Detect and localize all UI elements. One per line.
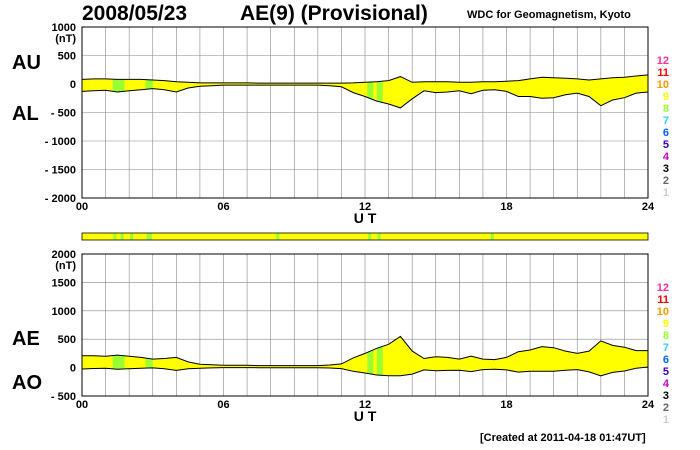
panel1-series-au-line xyxy=(81,74,649,84)
panel1-legend-level: 2 xyxy=(663,175,669,187)
panel2-x-tick-label: 06 xyxy=(217,399,229,411)
station-strip-flag xyxy=(368,233,372,240)
panel2-y-tick-label: 1500 xyxy=(52,277,76,289)
panel1-legend-level: 10 xyxy=(657,79,669,91)
panel1-side-label-au: AU xyxy=(12,52,41,74)
panel2-green-band xyxy=(145,336,153,376)
panel2-legend-level: 10 xyxy=(657,306,669,318)
panel2-legend-level: 11 xyxy=(657,294,669,306)
panel1-y-tick-label: - 500 xyxy=(51,108,76,120)
panel1-x-tick-label: 12 xyxy=(359,201,371,213)
panel2-legend-level: 4 xyxy=(663,378,670,390)
panel1-legend-level: 1 xyxy=(663,187,669,199)
panel1-legend-level: 8 xyxy=(663,103,669,115)
panel2-legend-level: 2 xyxy=(663,402,669,414)
panel1-frame xyxy=(81,26,649,199)
station-strip-flag xyxy=(377,233,381,240)
panel2-frame xyxy=(81,253,649,397)
created-timestamp: [Created at 2011-04-18 01:47UT] xyxy=(480,432,646,444)
panel2-x-tick-label: 00 xyxy=(76,399,88,411)
station-strip-flag xyxy=(146,233,150,240)
panel1-unit-label: (nT) xyxy=(55,33,76,45)
panel2-y-tick-label: 500 xyxy=(58,334,76,346)
chart-title: AE(9) (Provisional) xyxy=(240,2,428,25)
panel1-legend-level: 6 xyxy=(663,127,669,139)
station-strip-flag xyxy=(490,233,494,240)
panel1-y-tick-label: 0 xyxy=(70,79,76,91)
panel1-side-label-al: AL xyxy=(12,103,39,125)
panel1-plot-area xyxy=(81,26,649,199)
panel1-legend-level: 11 xyxy=(657,67,669,79)
panel1-y-tick-label: - 1000 xyxy=(45,136,76,148)
panel1-y-tick-label: - 1500 xyxy=(45,165,76,177)
panel1-x-axis-title: U T xyxy=(354,210,377,226)
panel2-legend-level: 6 xyxy=(663,354,669,366)
panel2-legend-level: 8 xyxy=(663,330,669,342)
panel1-legend-level: 5 xyxy=(663,139,669,151)
panel2-x-axis-title: U T xyxy=(354,408,377,424)
panel2-plot-area xyxy=(81,253,649,397)
station-strip-flag xyxy=(148,233,152,240)
station-strip-flag xyxy=(120,233,124,240)
panel1-green-band xyxy=(376,74,383,108)
panel1-x-tick-label: 06 xyxy=(217,201,229,213)
panel2-fill-area xyxy=(82,336,648,376)
panel2-y-tick-label: 1000 xyxy=(52,306,76,318)
panel2-green-band xyxy=(112,336,125,376)
panel1-x-tick-label: 00 xyxy=(76,201,88,213)
panel1-y-tick-label: - 2000 xyxy=(45,193,76,205)
panel1-legend-level: 9 xyxy=(663,91,669,103)
panel2-series-ae-line xyxy=(82,335,648,367)
panel2-y-tick-label: 0 xyxy=(70,363,76,375)
panel1-green-band xyxy=(367,74,374,108)
panel1-legend-level: 3 xyxy=(663,163,669,175)
panel1-legend-level: 4 xyxy=(663,151,670,163)
panel1-x-tick-label: 18 xyxy=(500,201,512,213)
station-strip-flag xyxy=(130,233,134,240)
panel1-y-tick-label: 500 xyxy=(58,51,76,63)
panel2-green-band xyxy=(376,336,383,376)
panel2-side-label-ae: AE xyxy=(12,328,40,350)
station-strip xyxy=(81,232,649,241)
panel2-side-label-ao: AO xyxy=(12,372,42,394)
panel2-y-tick-label: 2000 xyxy=(52,249,76,261)
panel1-x-tick-label: 24 xyxy=(642,201,655,213)
panel2-legend-level: 9 xyxy=(663,318,669,330)
panel2-green-band xyxy=(367,336,374,376)
panel1-legend-level: 12 xyxy=(657,55,669,67)
data-center-label: WDC for Geomagnetism, Kyoto xyxy=(467,9,631,21)
panel2-x-tick-label: 24 xyxy=(642,399,655,411)
station-strip-flag xyxy=(113,233,117,240)
panel1-series-al-line xyxy=(81,84,649,109)
panel2-legend-level: 1 xyxy=(663,414,669,426)
chart-date: 2008/05/23 xyxy=(82,2,188,25)
panel2-series-ao-line xyxy=(81,366,649,377)
panel2-legend-level: 12 xyxy=(657,282,669,294)
panel2-legend-level: 5 xyxy=(663,366,669,378)
panel2-y-tick-label: - 500 xyxy=(51,391,76,403)
panel2-x-tick-label: 18 xyxy=(500,399,512,411)
panel2-legend-level: 7 xyxy=(663,342,669,354)
panel1-y-tick-label: 1000 xyxy=(52,22,76,34)
panel2-legend-level: 3 xyxy=(663,390,669,402)
panel1-legend-level: 7 xyxy=(663,115,669,127)
panel2-unit-label: (nT) xyxy=(55,260,76,272)
station-strip-flag xyxy=(276,233,280,240)
panel2-x-tick-label: 12 xyxy=(359,399,371,411)
